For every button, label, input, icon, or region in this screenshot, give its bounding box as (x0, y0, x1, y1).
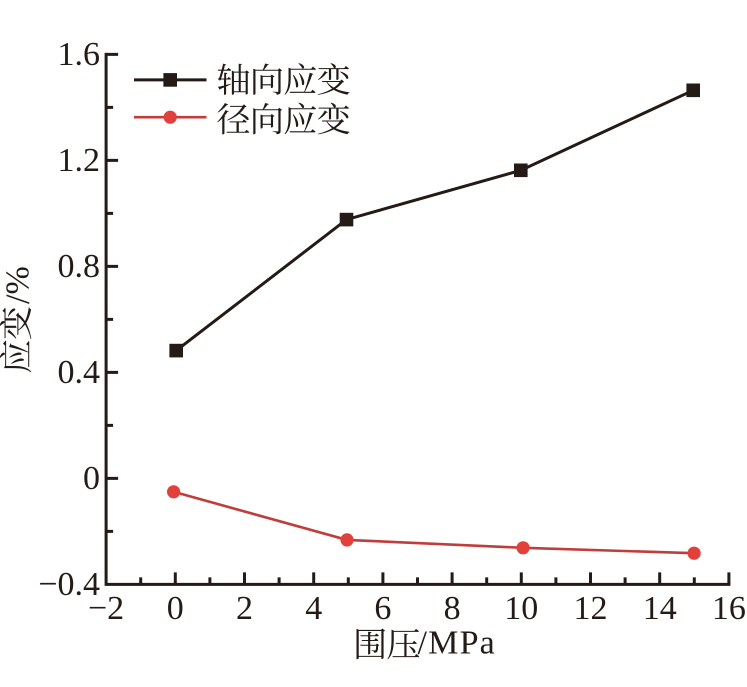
svg-text:0: 0 (167, 590, 184, 627)
svg-text:10: 10 (504, 590, 538, 627)
svg-text:1.6: 1.6 (58, 36, 101, 73)
svg-text:0: 0 (83, 460, 100, 497)
svg-text:4: 4 (305, 590, 322, 627)
svg-text:−0.4: −0.4 (38, 566, 100, 603)
svg-text:14: 14 (643, 590, 677, 627)
svg-text:2: 2 (236, 590, 253, 627)
svg-text:−2: −2 (88, 590, 124, 627)
svg-text:/MPa: /MPa (418, 624, 496, 661)
svg-text:8: 8 (444, 590, 461, 627)
svg-text:0.8: 0.8 (58, 248, 101, 285)
svg-text:/%: /% (0, 266, 37, 304)
svg-text:6: 6 (374, 590, 391, 627)
svg-text:12: 12 (574, 590, 608, 627)
svg-text:16: 16 (712, 590, 746, 627)
svg-text:0.4: 0.4 (58, 354, 101, 391)
svg-text:1.2: 1.2 (58, 142, 101, 179)
